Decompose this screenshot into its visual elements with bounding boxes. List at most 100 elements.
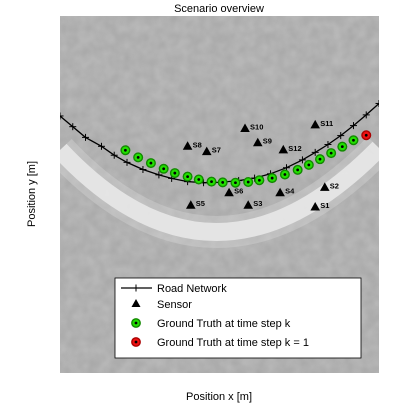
sensor-label: S3 <box>253 199 262 208</box>
ground-truth-point <box>145 158 156 169</box>
sensor-s5: S5 <box>185 199 205 209</box>
sensor-label: S9 <box>263 137 272 146</box>
sensor-s7: S7 <box>201 146 221 156</box>
sensor-label: S1 <box>320 201 329 210</box>
ground-truth-point-center <box>136 155 140 159</box>
ground-truth-point-center <box>186 175 190 179</box>
sensor-s9: S9 <box>252 137 272 147</box>
ground-truth-point-center <box>296 168 300 172</box>
sensor-s11: S11 <box>310 119 333 129</box>
legend-ground-truth-label: Ground Truth at time step k <box>157 318 291 330</box>
ground-truth-point-center <box>270 176 274 180</box>
ground-truth-point <box>243 177 254 188</box>
legend-sensor-label: Sensor <box>157 299 192 311</box>
ground-truth-point <box>230 177 241 188</box>
ground-truth-point <box>182 171 193 182</box>
ground-truth-point-center <box>210 180 213 184</box>
ground-truth-point-k1 <box>361 130 372 141</box>
sensor-label: S5 <box>196 199 205 208</box>
ground-truth-point-center <box>123 148 127 152</box>
ground-truth-point-center <box>257 178 261 182</box>
sensor-marker <box>275 187 285 197</box>
ground-truth-point <box>326 148 337 159</box>
ground-truth-point-center <box>246 180 250 184</box>
legend-ground-truth-k1-swatch-center <box>134 340 138 344</box>
road-network-marker <box>337 132 345 140</box>
sensor-label: S12 <box>288 144 301 153</box>
road-network-marker <box>311 148 319 156</box>
ground-truth-point <box>158 163 169 174</box>
legend-road-network-swatch <box>121 284 152 292</box>
sensor-s4: S4 <box>275 187 295 197</box>
chart-title: Scenario overview <box>174 3 264 15</box>
sensor-marker <box>252 137 263 147</box>
sensor-marker <box>243 200 254 209</box>
ground-truth-point-center <box>340 145 344 149</box>
sensor-marker <box>182 141 193 150</box>
ground-truth-point <box>337 141 348 152</box>
ground-truth-point-center <box>329 151 333 155</box>
road-network-marker <box>69 123 77 131</box>
road-network-marker <box>324 141 332 149</box>
ground-truth-point <box>254 175 265 186</box>
ground-truth-point-center <box>283 173 287 176</box>
ground-truth-point <box>169 168 180 179</box>
sensor-s8: S8 <box>182 140 202 150</box>
road-network-marker <box>298 156 306 164</box>
road-network-marker <box>349 122 357 130</box>
road-network-marker <box>362 111 370 119</box>
ground-truth-point <box>314 154 325 165</box>
road-network-marker <box>60 112 64 120</box>
ground-truth-point-k1-center <box>364 133 368 137</box>
sensor-marker <box>310 201 320 211</box>
ground-truth-point-center <box>318 157 322 161</box>
sensor-s1: S1 <box>310 201 329 211</box>
road-network-marker <box>97 142 105 150</box>
legend-ground-truth-k1-label: Ground Truth at time step k = 1 <box>157 337 309 349</box>
sensor-marker <box>310 119 320 129</box>
road-network-marker <box>139 166 147 174</box>
sensor-label: S8 <box>193 140 202 149</box>
sensor-s2: S2 <box>319 181 339 191</box>
road-network-marker <box>375 99 379 107</box>
ground-truth-point <box>206 176 217 187</box>
sensor-marker <box>278 144 289 154</box>
ground-truth-point <box>292 164 303 175</box>
ground-truth-point <box>217 177 228 188</box>
sensor-label: S11 <box>320 119 333 128</box>
legend: Road Network Sensor Ground Truth at time… <box>114 277 362 359</box>
y-axis-label: Position y [m] <box>26 161 38 227</box>
ground-truth-point-center <box>352 138 355 142</box>
sensor-marker <box>319 182 330 191</box>
sensor-label: S2 <box>330 181 339 190</box>
sensor-s6: S6 <box>224 187 243 197</box>
road-network-marker <box>155 171 163 179</box>
sensor-marker <box>185 200 196 209</box>
ground-truth-point <box>120 145 131 156</box>
ground-truth-point-center <box>221 180 225 184</box>
road-network-marker <box>82 133 90 141</box>
ground-truth-point <box>193 174 204 185</box>
ground-truth-point-center <box>162 167 166 171</box>
ground-truth-point <box>279 169 290 180</box>
sensor-label: S10 <box>250 122 263 131</box>
road-network-marker <box>123 158 131 166</box>
legend-road-network-label: Road Network <box>157 283 227 295</box>
road-network-markers <box>60 99 379 187</box>
sensor-s10: S10 <box>240 122 263 132</box>
ground-truth-point <box>267 173 278 184</box>
road-network-marker <box>110 151 118 159</box>
sensor-marker <box>201 146 212 156</box>
sensor-marker <box>224 187 234 197</box>
ground-truth-point <box>133 152 144 163</box>
legend-box <box>114 277 362 359</box>
sensor-s3: S3 <box>243 199 262 209</box>
legend-sensor-swatch <box>131 299 141 307</box>
ground-truth-point-center <box>149 161 153 165</box>
sensor-s12: S12 <box>278 144 302 154</box>
ground-truth-markers <box>120 130 372 188</box>
ground-truth-point <box>303 159 314 170</box>
sensor-label: S6 <box>234 187 243 196</box>
